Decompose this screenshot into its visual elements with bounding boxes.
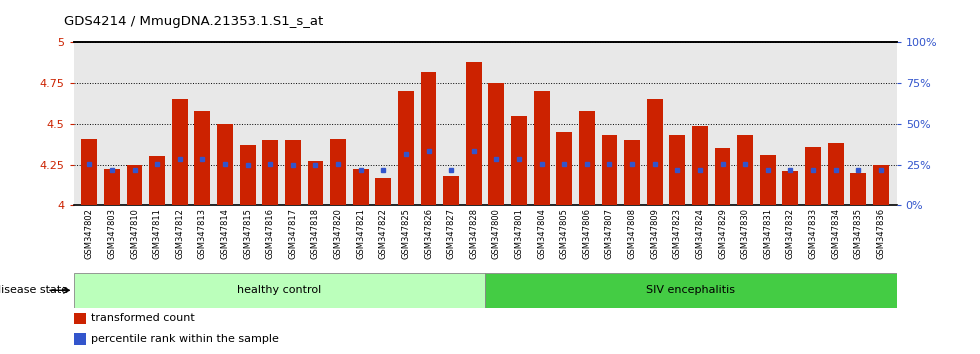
Text: GDS4214 / MmugDNA.21353.1.S1_s_at: GDS4214 / MmugDNA.21353.1.S1_s_at	[64, 15, 323, 28]
FancyBboxPatch shape	[74, 273, 485, 308]
Bar	[806, 147, 821, 205]
Bar	[240, 145, 256, 205]
Bar	[579, 111, 595, 205]
Bar	[488, 83, 505, 205]
FancyBboxPatch shape	[485, 273, 897, 308]
Bar	[714, 148, 730, 205]
Bar	[218, 124, 233, 205]
Bar	[126, 165, 142, 205]
Text: transformed count: transformed count	[90, 313, 194, 323]
Text: healthy control: healthy control	[237, 285, 321, 295]
Bar	[263, 140, 278, 205]
Bar	[74, 313, 86, 324]
Bar	[466, 62, 482, 205]
Bar	[851, 173, 866, 205]
Bar	[330, 138, 346, 205]
Bar	[828, 143, 844, 205]
Bar	[669, 135, 685, 205]
Bar	[353, 170, 368, 205]
Bar	[420, 72, 436, 205]
Bar	[624, 140, 640, 205]
Text: SIV encephalitis: SIV encephalitis	[647, 285, 735, 295]
Bar	[692, 126, 708, 205]
Bar	[557, 132, 572, 205]
Bar	[308, 161, 323, 205]
Bar	[375, 178, 391, 205]
Bar	[602, 135, 617, 205]
Bar	[81, 138, 97, 205]
Bar	[172, 99, 188, 205]
Bar	[737, 135, 753, 205]
Bar	[398, 91, 414, 205]
Bar	[285, 140, 301, 205]
Bar	[534, 91, 550, 205]
Bar	[104, 170, 120, 205]
Bar	[873, 165, 889, 205]
Bar	[760, 155, 776, 205]
Bar	[74, 333, 86, 345]
Bar	[782, 171, 799, 205]
Text: disease state: disease state	[0, 285, 69, 295]
Bar	[149, 156, 165, 205]
Bar	[194, 111, 211, 205]
Text: percentile rank within the sample: percentile rank within the sample	[90, 334, 278, 344]
Bar	[512, 116, 527, 205]
Bar	[443, 176, 459, 205]
Bar	[647, 99, 662, 205]
